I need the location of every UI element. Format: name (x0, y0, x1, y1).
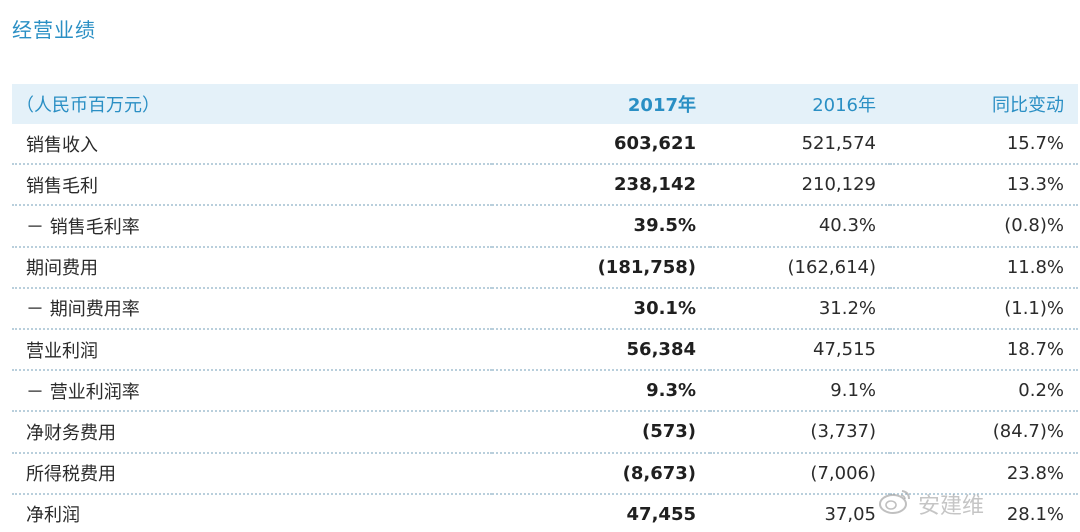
section-title: 经营业绩 (12, 18, 96, 42)
cell-2017: 47,455 (492, 493, 710, 532)
cell-2016: (3,737) (710, 411, 890, 454)
cell-2016: (162,614) (710, 246, 890, 289)
cell-2017: 603,621 (492, 124, 710, 166)
table-header: （人民币百万元） 2017年 2016年 同比变动 (12, 84, 1078, 124)
cell-2017: (181,758) (492, 246, 710, 289)
row-label: 净利润 (12, 493, 492, 532)
row-label: 所得税费用 (12, 452, 492, 495)
table-row: 净利润 47,455 37,05 28.1% (12, 493, 1078, 532)
cell-change: 0.2% (890, 370, 1078, 413)
row-label: － 期间费用率 (12, 287, 492, 330)
row-label: 期间费用 (12, 246, 492, 289)
results-table-container: （人民币百万元） 2017年 2016年 同比变动 销售收入 603,621 5… (12, 84, 1078, 532)
cell-2017: 30.1% (492, 287, 710, 330)
cell-2017: (573) (492, 411, 710, 454)
cell-2017: 56,384 (492, 328, 710, 372)
cell-change: (0.8)% (890, 205, 1078, 248)
header-row: （人民币百万元） 2017年 2016年 同比变动 (12, 84, 1078, 124)
header-change: 同比变动 (890, 84, 1078, 124)
results-table: （人民币百万元） 2017年 2016年 同比变动 销售收入 603,621 5… (12, 84, 1078, 532)
row-label: 销售毛利 (12, 164, 492, 207)
cell-2016: 47,515 (710, 328, 890, 372)
cell-2016: (7,006) (710, 452, 890, 495)
cell-2016: 9.1% (710, 370, 890, 413)
table-row: 所得税费用 (8,673) (7,006) 23.8% (12, 452, 1078, 495)
cell-2017: 39.5% (492, 205, 710, 248)
cell-2017: 9.3% (492, 370, 710, 413)
cell-change: 11.8% (890, 246, 1078, 289)
cell-change: (1.1)% (890, 287, 1078, 330)
table-row: － 期间费用率 30.1% 31.2% (1.1)% (12, 287, 1078, 330)
cell-2016: 210,129 (710, 164, 890, 207)
cell-change: 18.7% (890, 328, 1078, 372)
cell-2016: 31.2% (710, 287, 890, 330)
table-body: 销售收入 603,621 521,574 15.7% 销售毛利 238,142 … (12, 124, 1078, 532)
header-unit: （人民币百万元） (12, 84, 492, 124)
cell-2016: 37,05 (710, 493, 890, 532)
cell-change: 28.1% (890, 493, 1078, 532)
header-2016: 2016年 (710, 84, 890, 124)
table-row: － 销售毛利率 39.5% 40.3% (0.8)% (12, 205, 1078, 248)
cell-change: 15.7% (890, 124, 1078, 166)
cell-2016: 40.3% (710, 205, 890, 248)
table-row: － 营业利润率 9.3% 9.1% 0.2% (12, 370, 1078, 413)
table-row: 营业利润 56,384 47,515 18.7% (12, 328, 1078, 372)
table-row: 销售毛利 238,142 210,129 13.3% (12, 164, 1078, 207)
cell-change: 13.3% (890, 164, 1078, 207)
row-label: － 营业利润率 (12, 370, 492, 413)
table-row: 净财务费用 (573) (3,737) (84.7)% (12, 411, 1078, 454)
cell-2016: 521,574 (710, 124, 890, 166)
header-2017: 2017年 (492, 84, 710, 124)
row-label: 营业利润 (12, 328, 492, 372)
cell-change: 23.8% (890, 452, 1078, 495)
cell-change: (84.7)% (890, 411, 1078, 454)
table-row: 销售收入 603,621 521,574 15.7% (12, 124, 1078, 166)
row-label: 销售收入 (12, 124, 492, 166)
row-label: － 销售毛利率 (12, 205, 492, 248)
cell-2017: 238,142 (492, 164, 710, 207)
cell-2017: (8,673) (492, 452, 710, 495)
row-label: 净财务费用 (12, 411, 492, 454)
table-row: 期间费用 (181,758) (162,614) 11.8% (12, 246, 1078, 289)
